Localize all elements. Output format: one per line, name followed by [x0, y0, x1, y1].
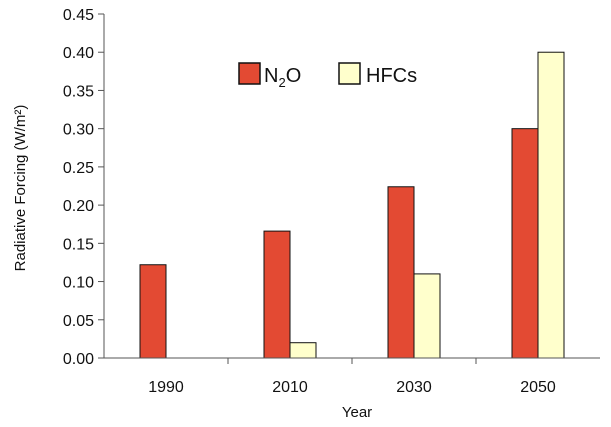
y-tick-label: 0.05	[63, 313, 94, 330]
x-axis-ticks: 1990 2010 2030 2050	[148, 358, 556, 396]
bar-n2o-1990	[139, 264, 167, 359]
legend-label-hfcs: HFCs	[366, 65, 417, 87]
x-tick-label: 1990	[148, 379, 184, 396]
y-tick-label: 0.45	[63, 7, 94, 24]
y-tick-label: 0.00	[63, 351, 94, 368]
legend-label-n2o: N2O	[264, 65, 301, 90]
bar-n2o-2030	[387, 186, 415, 359]
y-tick-label: 0.10	[63, 275, 94, 292]
x-axis-title: Year	[342, 404, 372, 421]
x-tick-label: 2030	[396, 379, 432, 396]
y-tick-label: 0.20	[63, 198, 94, 215]
legend: N2O HFCs	[238, 62, 417, 90]
legend-swatch-hfcs	[338, 62, 361, 85]
bars-group	[139, 51, 565, 359]
bar-hfcs-2010	[289, 342, 317, 359]
bar-n2o-2050	[511, 128, 539, 359]
y-tick-label: 0.35	[63, 83, 94, 100]
y-tick-label: 0.40	[63, 45, 94, 62]
x-tick-label: 2050	[520, 379, 556, 396]
legend-swatch-n2o	[238, 62, 261, 85]
y-axis-ticks: 0.00 0.05 0.10 0.15 0.20 0.25 0.30 0.35 0.40 0.45	[63, 7, 104, 368]
y-tick-label: 0.25	[63, 160, 94, 177]
bar-hfcs-2030	[413, 273, 441, 359]
bar-hfcs-2050	[537, 51, 565, 359]
y-tick-label: 0.15	[63, 236, 94, 253]
y-tick-label: 0.30	[63, 122, 94, 139]
y-axis-title: Radiative Forcing (W/m²)	[12, 105, 29, 272]
bar-n2o-2010	[263, 230, 291, 359]
x-tick-label: 2010	[272, 379, 308, 396]
